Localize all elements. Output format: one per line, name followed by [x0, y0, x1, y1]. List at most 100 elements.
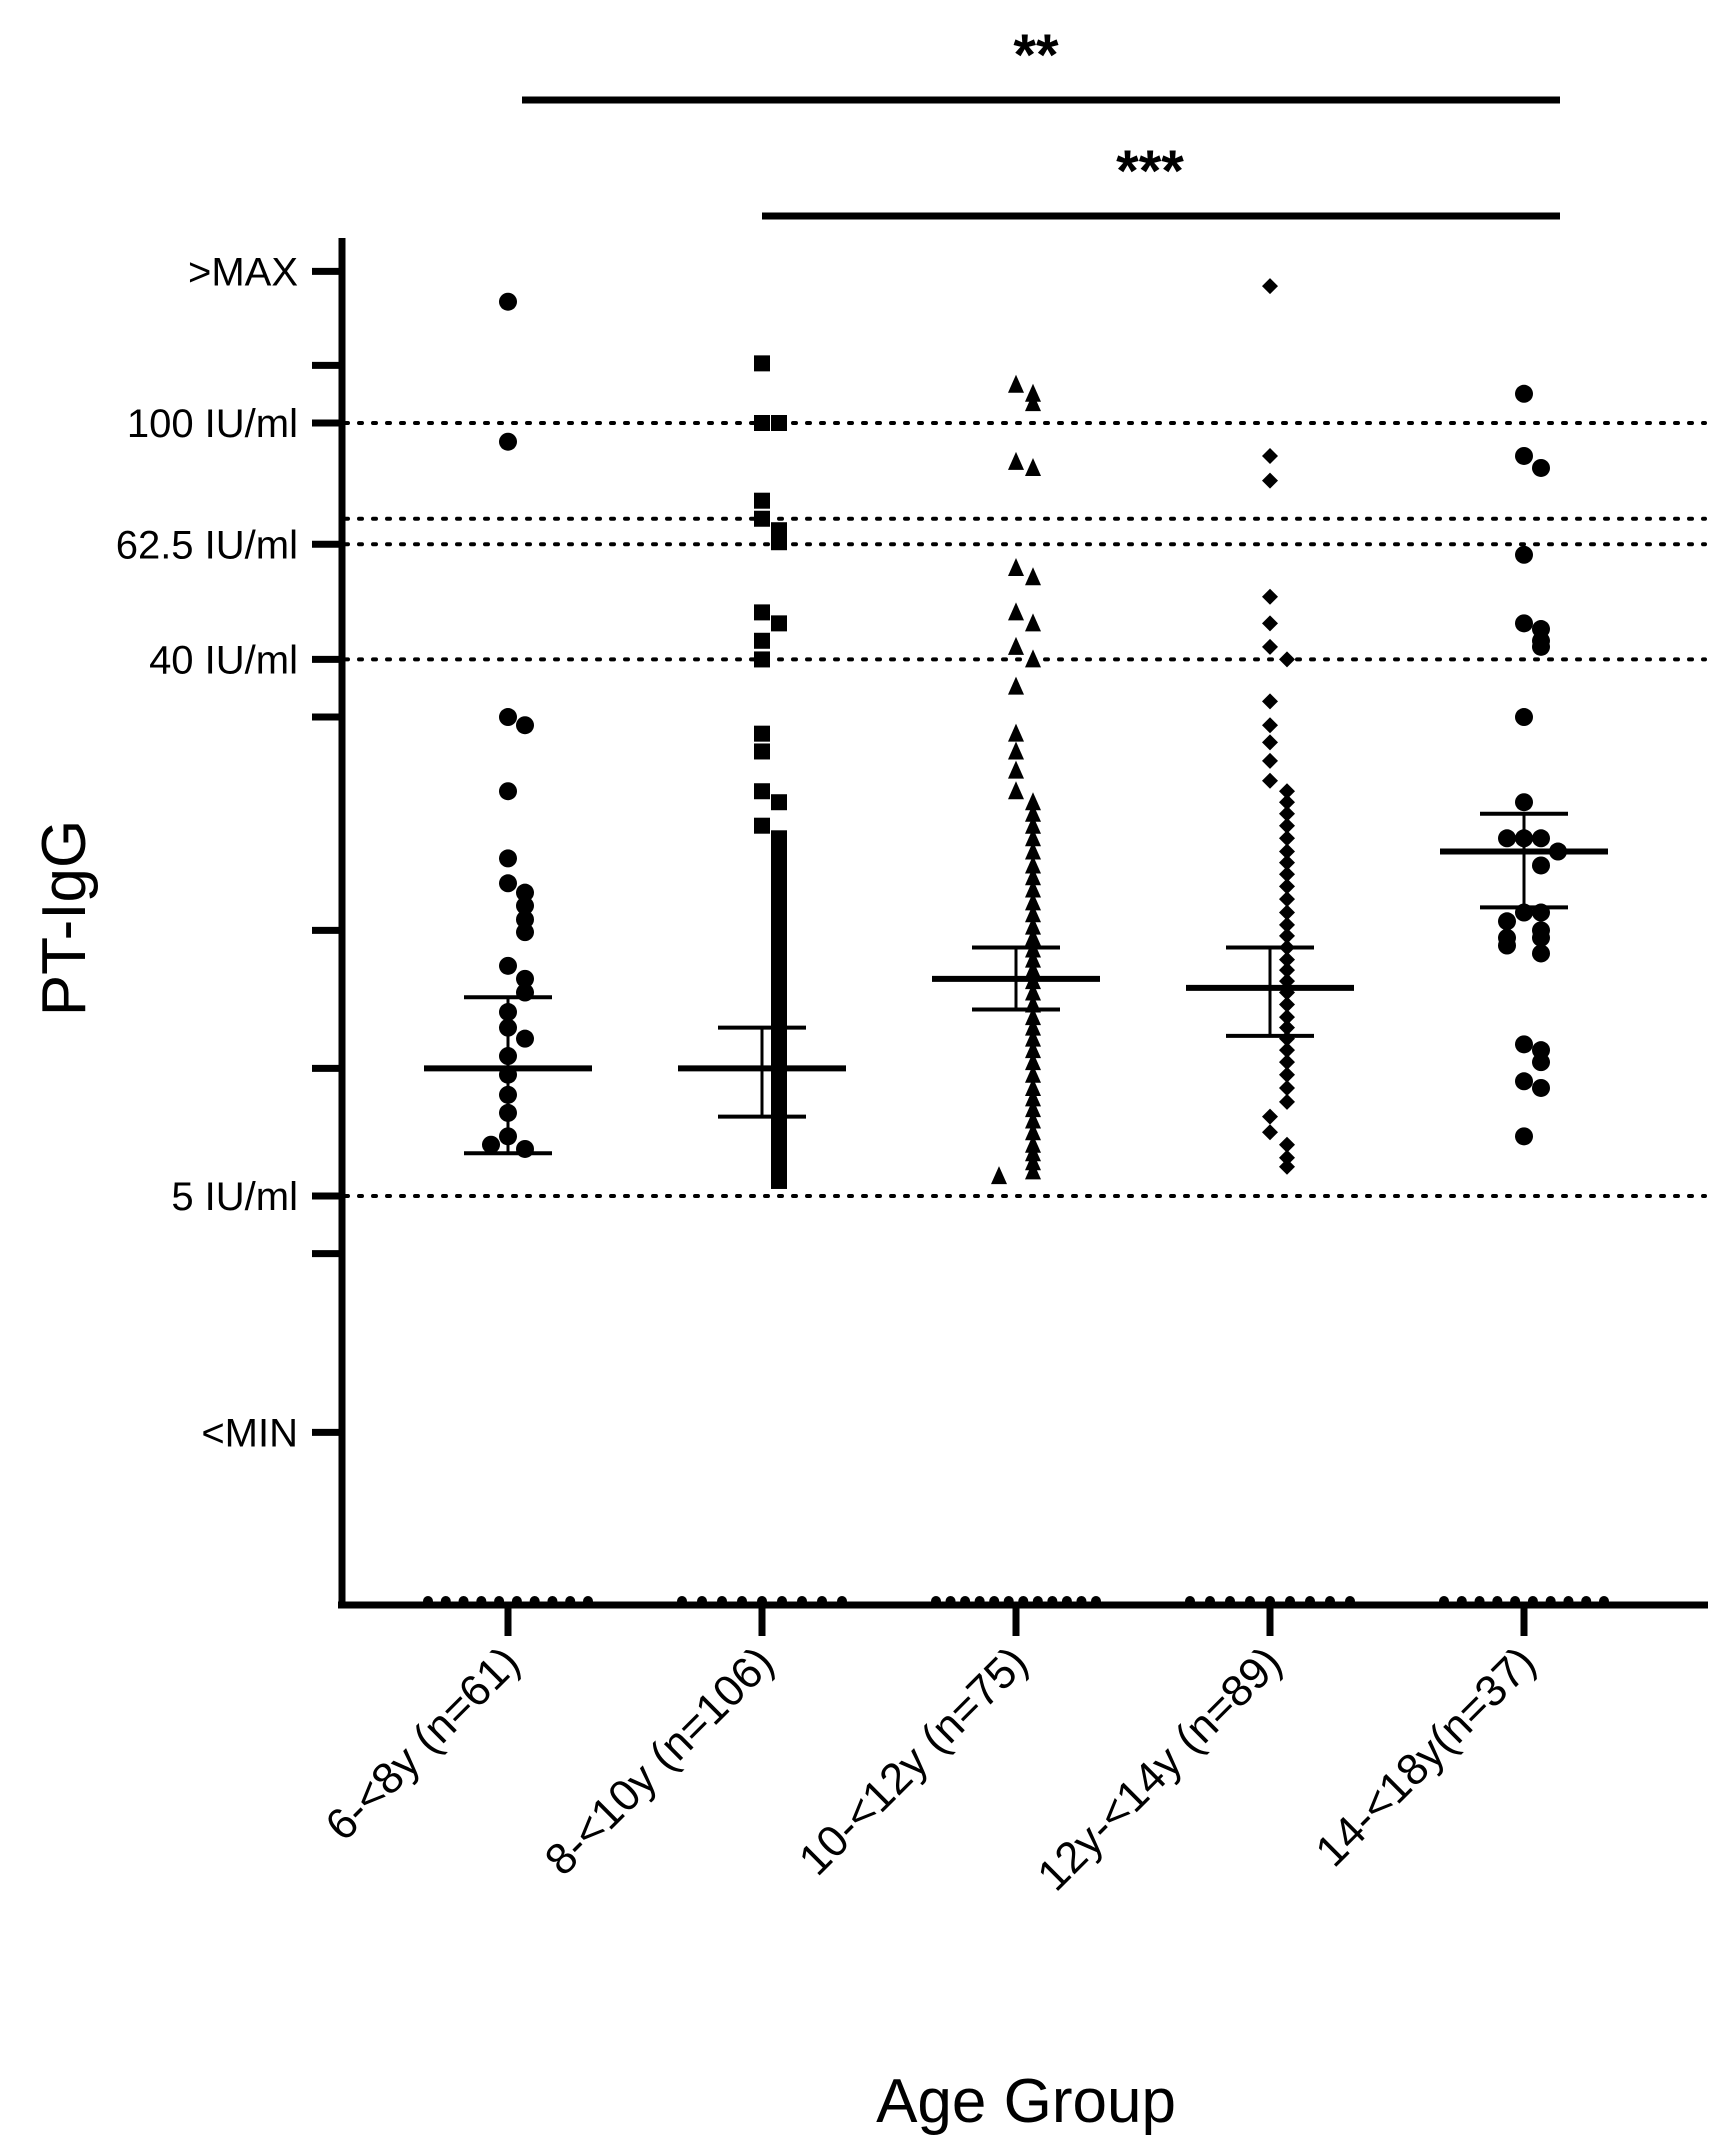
data-point: [1025, 841, 1041, 860]
below-min-point: [440, 1596, 451, 1606]
data-point: [1008, 636, 1024, 655]
significance-label: ***: [1116, 139, 1184, 204]
below-min-point: [529, 1596, 540, 1606]
data-point: [1279, 830, 1295, 847]
data-point: [1008, 723, 1024, 742]
data-point: [1025, 457, 1041, 476]
data-point: [771, 1116, 787, 1133]
below-min-point: [1265, 1596, 1275, 1606]
data-point: [1262, 734, 1278, 751]
data-point: [1262, 717, 1278, 734]
data-point: [771, 1128, 787, 1145]
below-min-point: [476, 1596, 487, 1606]
data-point: [1008, 451, 1024, 470]
data-point: [1532, 637, 1550, 656]
below-min-point: [737, 1596, 747, 1606]
data-point: [771, 522, 787, 539]
data-point: [1279, 927, 1295, 944]
data-point: [771, 1079, 787, 1096]
data-point: [754, 604, 770, 621]
data-point: [499, 849, 517, 868]
data-point: [1025, 1040, 1041, 1059]
data-point: [1262, 1124, 1278, 1141]
below-min-point: [1205, 1596, 1215, 1606]
below-min-point: [1325, 1596, 1335, 1606]
data-point: [1498, 912, 1516, 931]
data-point: [1279, 817, 1295, 834]
data-point: [1279, 891, 1295, 908]
data-point: [771, 534, 787, 551]
below-min-point: [1563, 1596, 1574, 1606]
data-point: [1008, 760, 1024, 779]
data-point: [1025, 949, 1041, 968]
data-point: [1025, 1052, 1041, 1071]
below-min-point: [717, 1596, 727, 1606]
data-point: [1279, 1009, 1295, 1026]
data-point: [754, 492, 770, 509]
below-min-point: [1018, 1596, 1029, 1606]
data-point: [771, 1045, 787, 1062]
below-min-point: [1305, 1596, 1315, 1606]
data-point: [754, 510, 770, 527]
below-min-point: [974, 1596, 985, 1606]
data-point: [1532, 1078, 1550, 1097]
below-min-point: [677, 1596, 687, 1606]
data-point: [754, 725, 770, 742]
data-point: [1025, 393, 1041, 412]
data-point: [1532, 928, 1550, 947]
data-point: [1279, 1019, 1295, 1036]
data-point: [754, 632, 770, 649]
data-point: [1279, 951, 1295, 968]
data-point: [1279, 843, 1295, 860]
below-min-point: [1510, 1596, 1521, 1606]
below-min-point: [837, 1596, 847, 1606]
data-point: [499, 874, 517, 893]
below-min-point: [777, 1596, 787, 1606]
data-point: [1025, 867, 1041, 886]
data-point: [1498, 936, 1516, 955]
data-point: [499, 956, 517, 975]
data-point: [1279, 1079, 1295, 1096]
data-point: [1262, 588, 1278, 605]
data-point: [1025, 1064, 1041, 1083]
data-point: [1008, 781, 1024, 800]
data-point: [1025, 892, 1041, 911]
below-min-point: [931, 1596, 941, 1606]
data-point: [1532, 944, 1550, 963]
below-min-point: [1076, 1596, 1087, 1606]
x-tick-label: 8-<10y (n=106): [536, 1637, 783, 1884]
below-min-point: [423, 1596, 433, 1606]
below-min-point: [1032, 1596, 1043, 1606]
data-point: [1025, 1028, 1041, 1047]
data-point: [1279, 1066, 1295, 1083]
data-point: [1279, 866, 1295, 883]
data-point: [516, 923, 534, 942]
data-point: [1025, 1122, 1041, 1141]
x-ticks: 6-<8y (n=61) 8-<10y (n=106) 10-<12y (n=75)…: [316, 1605, 1545, 1900]
data-point: [1515, 446, 1533, 465]
below-min-point: [494, 1596, 505, 1606]
data-point: [1025, 1161, 1041, 1180]
data-point: [1515, 708, 1533, 727]
data-point: [771, 615, 787, 632]
data-point: [1262, 447, 1278, 464]
data-point: [1025, 383, 1041, 402]
below-min-point: [1492, 1596, 1503, 1606]
data-point: [754, 651, 770, 668]
x-tick-label: 10-<12y (n=75): [790, 1637, 1037, 1884]
below-min-point: [1439, 1596, 1449, 1606]
data-point: [754, 743, 770, 760]
x-tick-label: 12y-<14y (n=89): [1028, 1637, 1291, 1900]
data-point: [1025, 879, 1041, 898]
data-point: [1279, 1149, 1295, 1166]
data-point: [1008, 676, 1024, 695]
data-point: [1279, 854, 1295, 871]
below-min-point: [1061, 1596, 1072, 1606]
data-point: [1532, 458, 1550, 477]
data-point: [1025, 1088, 1041, 1107]
data-point: [1025, 815, 1041, 834]
data-point: [1279, 916, 1295, 933]
data-point: [1262, 772, 1278, 789]
below-min-point: [1185, 1596, 1195, 1606]
data-point: [991, 1166, 1007, 1185]
